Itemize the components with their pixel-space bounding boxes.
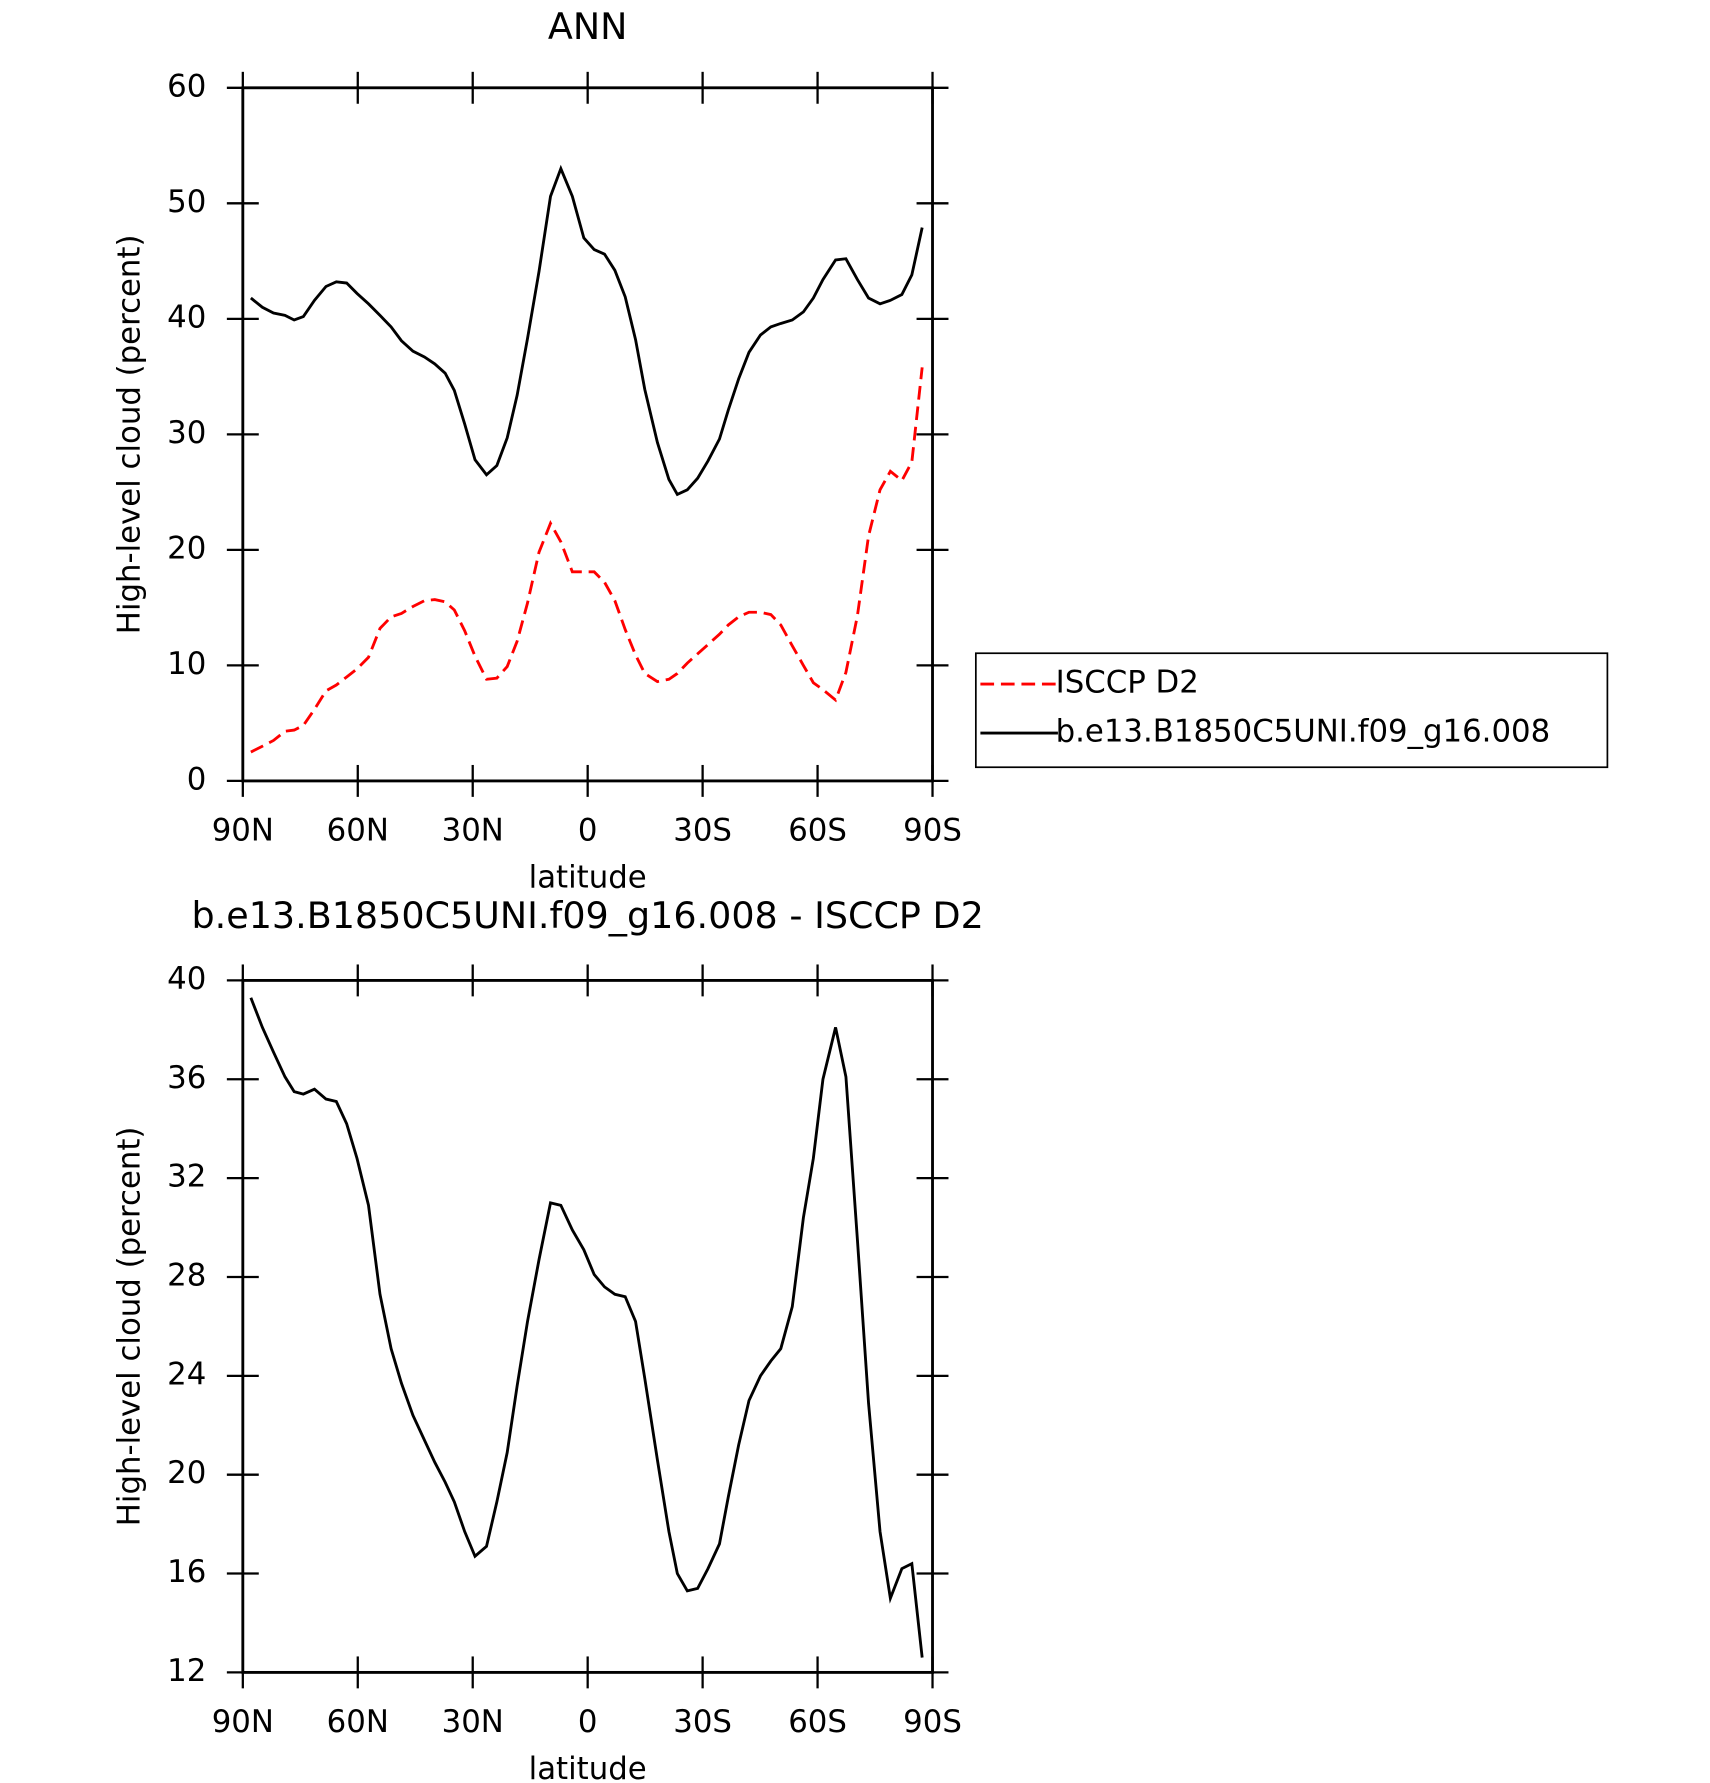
x-axis-label: latitude xyxy=(529,1751,647,1783)
y-tick-label: 60 xyxy=(167,68,206,104)
x-axis-label: latitude xyxy=(529,859,647,895)
y-tick-label: 16 xyxy=(167,1554,206,1590)
x-tick-label: 30N xyxy=(442,1704,504,1740)
x-tick-label: 60N xyxy=(327,1704,389,1740)
x-tick-label: 60S xyxy=(788,813,847,849)
y-tick-label: 32 xyxy=(167,1159,206,1195)
x-tick-label: 30N xyxy=(442,813,504,849)
plot-frame xyxy=(241,978,934,1674)
x-tick-label: 90N xyxy=(212,813,274,849)
x-tick-label: 60S xyxy=(788,1704,847,1740)
y-tick-label: 0 xyxy=(187,761,207,797)
series-line xyxy=(249,997,924,1658)
legend-label: b.e13.B1850C5UNI.f09_g16.008 xyxy=(1056,714,1551,750)
legend-box xyxy=(974,652,1609,769)
y-tick-label: 12 xyxy=(167,1653,206,1689)
chart-title: b.e13.B1850C5UNI.f09_g16.008 - ISCCP D2 xyxy=(192,894,984,937)
series-line xyxy=(249,164,924,497)
chart-title: ANN xyxy=(548,5,628,48)
y-tick-label: 40 xyxy=(167,961,206,997)
x-tick-label: 0 xyxy=(578,1704,598,1740)
y-tick-label: 28 xyxy=(167,1257,206,1293)
x-tick-label: 90S xyxy=(903,813,962,849)
y-axis-label: High-level cloud (percent) xyxy=(112,235,148,635)
x-tick-label: 90N xyxy=(212,1704,274,1740)
y-tick-label: 20 xyxy=(167,530,206,566)
series-line xyxy=(250,367,924,754)
y-tick-label: 36 xyxy=(167,1060,206,1096)
x-tick-label: 90S xyxy=(903,1704,962,1740)
y-tick-label: 40 xyxy=(167,299,206,335)
y-axis-label: High-level cloud (percent) xyxy=(112,1127,148,1527)
x-tick-label: 30S xyxy=(673,813,732,849)
y-tick-label: 20 xyxy=(167,1455,206,1491)
x-tick-label: 0 xyxy=(578,813,598,849)
y-tick-label: 50 xyxy=(167,184,206,220)
x-tick-label: 30S xyxy=(673,1704,732,1740)
legend-label: ISCCP D2 xyxy=(1056,665,1199,701)
y-tick-label: 24 xyxy=(167,1356,206,1392)
y-tick-label: 30 xyxy=(167,415,206,451)
x-tick-label: 60N xyxy=(327,813,389,849)
y-tick-label: 10 xyxy=(167,646,206,682)
